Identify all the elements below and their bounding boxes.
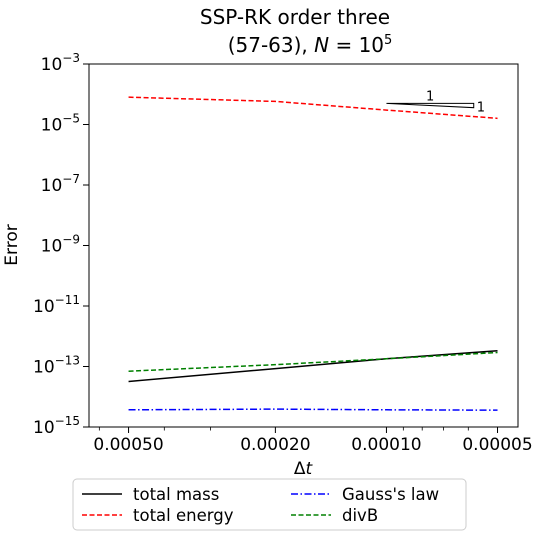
y-axis-label: Error [2, 224, 22, 265]
series-line-gauss-s-law [128, 408, 498, 411]
y-tick-label: 10−11 [33, 293, 80, 317]
x-tick-label: 0.00010 [351, 435, 421, 455]
y-tick-label: 10−13 [33, 354, 80, 378]
series-line-total-energy [128, 96, 498, 120]
slope-triangle-shape [386, 102, 475, 109]
x-tick-label: 0.00005 [462, 435, 532, 455]
legend-label-divb: divB [342, 506, 378, 525]
chart-title-line2: (57-63), N = 105 [228, 33, 393, 57]
legend-label-total-mass: total mass [133, 485, 219, 504]
series-layer [128, 96, 498, 411]
slope-triangle: 11 [386, 89, 485, 116]
legend-box [72, 478, 467, 531]
x-tick-label: 0.00050 [93, 435, 163, 455]
x-axis-label: Δt [294, 459, 314, 479]
series-line-total-mass [128, 350, 498, 383]
legend-label-gauss-law: Gauss's law [342, 485, 439, 504]
x-tick-label: 0.00020 [240, 435, 310, 455]
legend-label-total-energy: total energy [133, 506, 234, 525]
y-tick-label: 10−9 [41, 233, 80, 257]
y-tick-label: 10−7 [41, 172, 80, 196]
legend: total mass total energy Gauss's law divB [72, 478, 467, 531]
y-tick-label: 10−5 [41, 112, 80, 136]
y-tick-label: 10−3 [41, 51, 80, 75]
plot-frame [88, 63, 519, 428]
y-axis-ticks: 10−3 10−5 10−7 10−9 10−11 10−13 10−15 [33, 51, 89, 438]
series-line-divb [128, 351, 498, 372]
slope-label-run: 1 [426, 89, 434, 104]
chart-title-line1: SSP-RK order three [200, 5, 390, 29]
y-tick-label: 10−15 [33, 414, 80, 438]
slope-label-rise: 1 [477, 101, 485, 116]
x-axis-ticks: 0.00050 0.00020 0.00010 0.00005 [93, 427, 533, 455]
